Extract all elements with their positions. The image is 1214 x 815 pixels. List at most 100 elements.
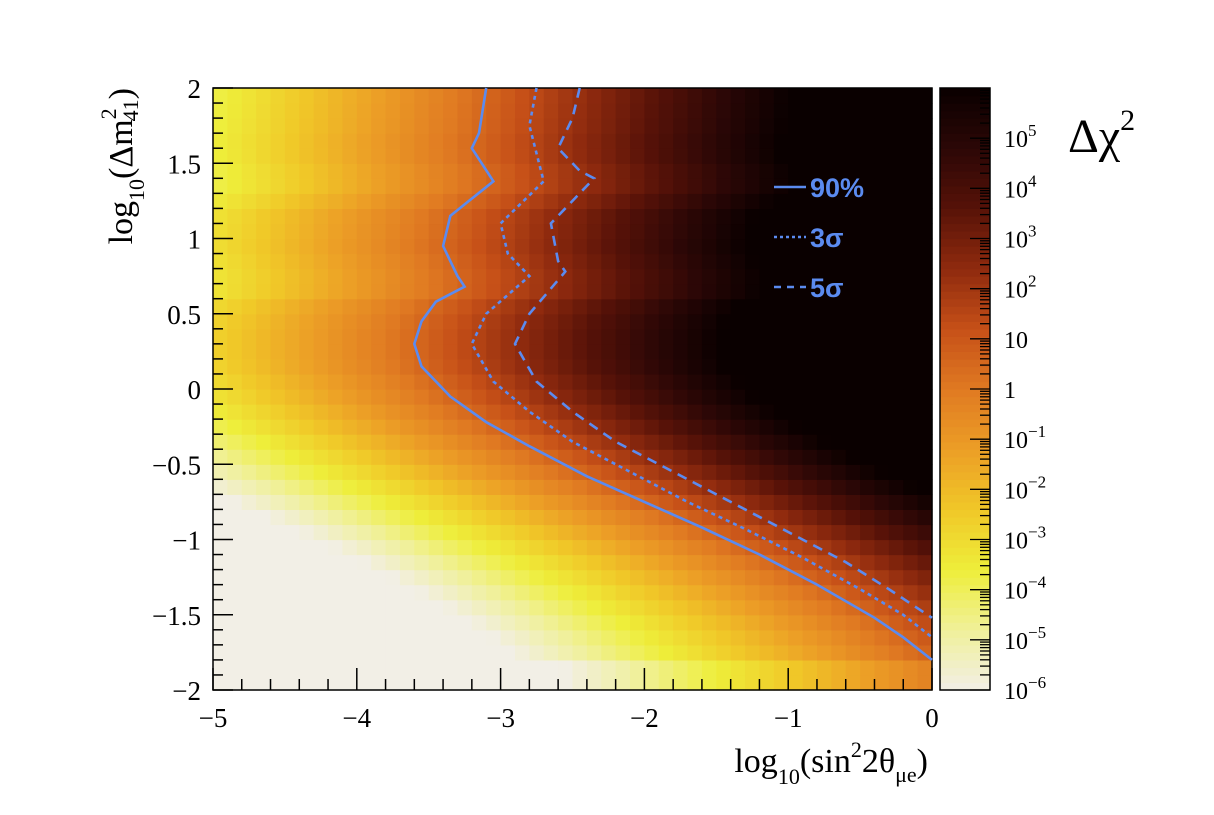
heatmap-cell <box>687 404 703 420</box>
heatmap-cell <box>615 464 631 480</box>
heatmap-cell <box>558 419 574 435</box>
heatmap-cell <box>745 419 761 435</box>
heatmap-cell <box>773 88 789 104</box>
heatmap-cell <box>831 103 847 119</box>
heatmap-cell <box>514 298 530 315</box>
heatmap-cell <box>788 133 804 149</box>
heatmap-cell <box>558 434 574 450</box>
heatmap-cell <box>644 674 660 691</box>
heatmap-cell <box>917 599 933 616</box>
colorbar-segment <box>940 449 990 458</box>
heatmap-cell <box>371 584 387 601</box>
heatmap-cell <box>874 404 890 420</box>
heatmap-cell <box>371 509 387 526</box>
heatmap-cell <box>356 313 372 330</box>
heatmap-cell <box>716 449 732 465</box>
heatmap-cell <box>888 298 904 315</box>
heatmap-cell <box>385 118 401 134</box>
heatmap-cell <box>514 629 530 646</box>
heatmap-cell <box>514 118 530 134</box>
heatmap-cell <box>500 298 516 315</box>
heatmap-cell <box>788 554 804 571</box>
heatmap-cell <box>673 223 689 240</box>
heatmap-cell <box>687 449 703 465</box>
heatmap-cell <box>586 479 602 495</box>
heatmap-cell <box>802 494 818 510</box>
heatmap-cell <box>414 539 430 556</box>
colorbar-segment <box>940 554 990 563</box>
colorbar-segment <box>940 103 990 112</box>
heatmap-cell <box>328 238 344 255</box>
heatmap-cell <box>831 419 847 435</box>
heatmap-cell <box>730 373 746 390</box>
heatmap-cell <box>572 389 588 405</box>
heatmap-cell <box>860 479 876 495</box>
heatmap-cell <box>630 328 645 345</box>
heatmap-cell <box>227 133 243 149</box>
heatmap-cell <box>658 193 674 209</box>
heatmap-cell <box>500 539 516 556</box>
heatmap-cell <box>457 449 473 465</box>
heatmap-cell <box>428 313 444 330</box>
heatmap-cell <box>687 674 703 691</box>
heatmap-cell <box>414 659 430 676</box>
heatmap-cell <box>687 358 703 375</box>
heatmap-cell <box>716 389 732 405</box>
heatmap-cell <box>328 268 344 285</box>
heatmap-cell <box>615 554 631 571</box>
heatmap-cell <box>644 193 660 209</box>
colorbar-segment <box>940 351 990 360</box>
heatmap-cell <box>299 343 315 360</box>
y-tick-label: −1.5 <box>152 601 201 631</box>
heatmap-cell <box>399 659 415 676</box>
heatmap-cell <box>673 419 689 435</box>
heatmap-cell <box>586 313 602 330</box>
heatmap-cell <box>630 449 645 465</box>
heatmap-cell <box>385 193 401 209</box>
heatmap-cell <box>414 373 430 390</box>
heatmap-cell <box>457 479 473 495</box>
heatmap-cell <box>788 208 804 225</box>
heatmap-cell <box>500 479 516 495</box>
heatmap-cell <box>917 238 933 255</box>
heatmap-cell <box>256 118 272 134</box>
heatmap-cell <box>270 313 286 330</box>
heatmap-cell <box>529 208 545 225</box>
heatmap-cell <box>371 599 387 616</box>
heatmap-cell <box>428 554 444 571</box>
heatmap-cell <box>601 358 617 375</box>
heatmap-cell <box>356 434 372 450</box>
heatmap-cell <box>701 208 717 225</box>
heatmap-cell <box>457 569 473 586</box>
heatmap-cell <box>428 133 444 149</box>
heatmap-cell <box>227 193 243 209</box>
heatmap-cell <box>831 253 847 270</box>
heatmap-cell <box>860 389 876 405</box>
heatmap-cell <box>615 358 631 375</box>
heatmap-cell <box>486 464 502 480</box>
colorbar-label-base: 10 <box>1004 177 1028 203</box>
heatmap-cell <box>788 644 804 661</box>
heatmap-cell <box>486 118 502 134</box>
heatmap-cell <box>399 644 415 661</box>
heatmap-cell <box>644 358 660 375</box>
colorbar-segment <box>940 208 990 217</box>
heatmap-cell <box>328 208 344 225</box>
heatmap-cell <box>716 494 732 510</box>
heatmap-cell <box>299 193 315 209</box>
heatmap-cell <box>586 148 602 164</box>
heatmap-cell <box>687 193 703 209</box>
heatmap-cell <box>241 313 257 330</box>
heatmap-cell <box>874 313 890 330</box>
heatmap-cell <box>701 404 717 420</box>
heatmap-cell <box>701 238 717 255</box>
heatmap-cell <box>831 223 847 240</box>
heatmap-cell <box>831 389 847 405</box>
heatmap-cell <box>443 313 459 330</box>
heatmap-cell <box>658 103 674 119</box>
heatmap-cell <box>701 659 717 676</box>
heatmap-cell <box>213 524 228 541</box>
heatmap-cell <box>673 373 689 390</box>
heatmap-cell <box>227 569 243 586</box>
heatmap-cell <box>759 494 775 510</box>
